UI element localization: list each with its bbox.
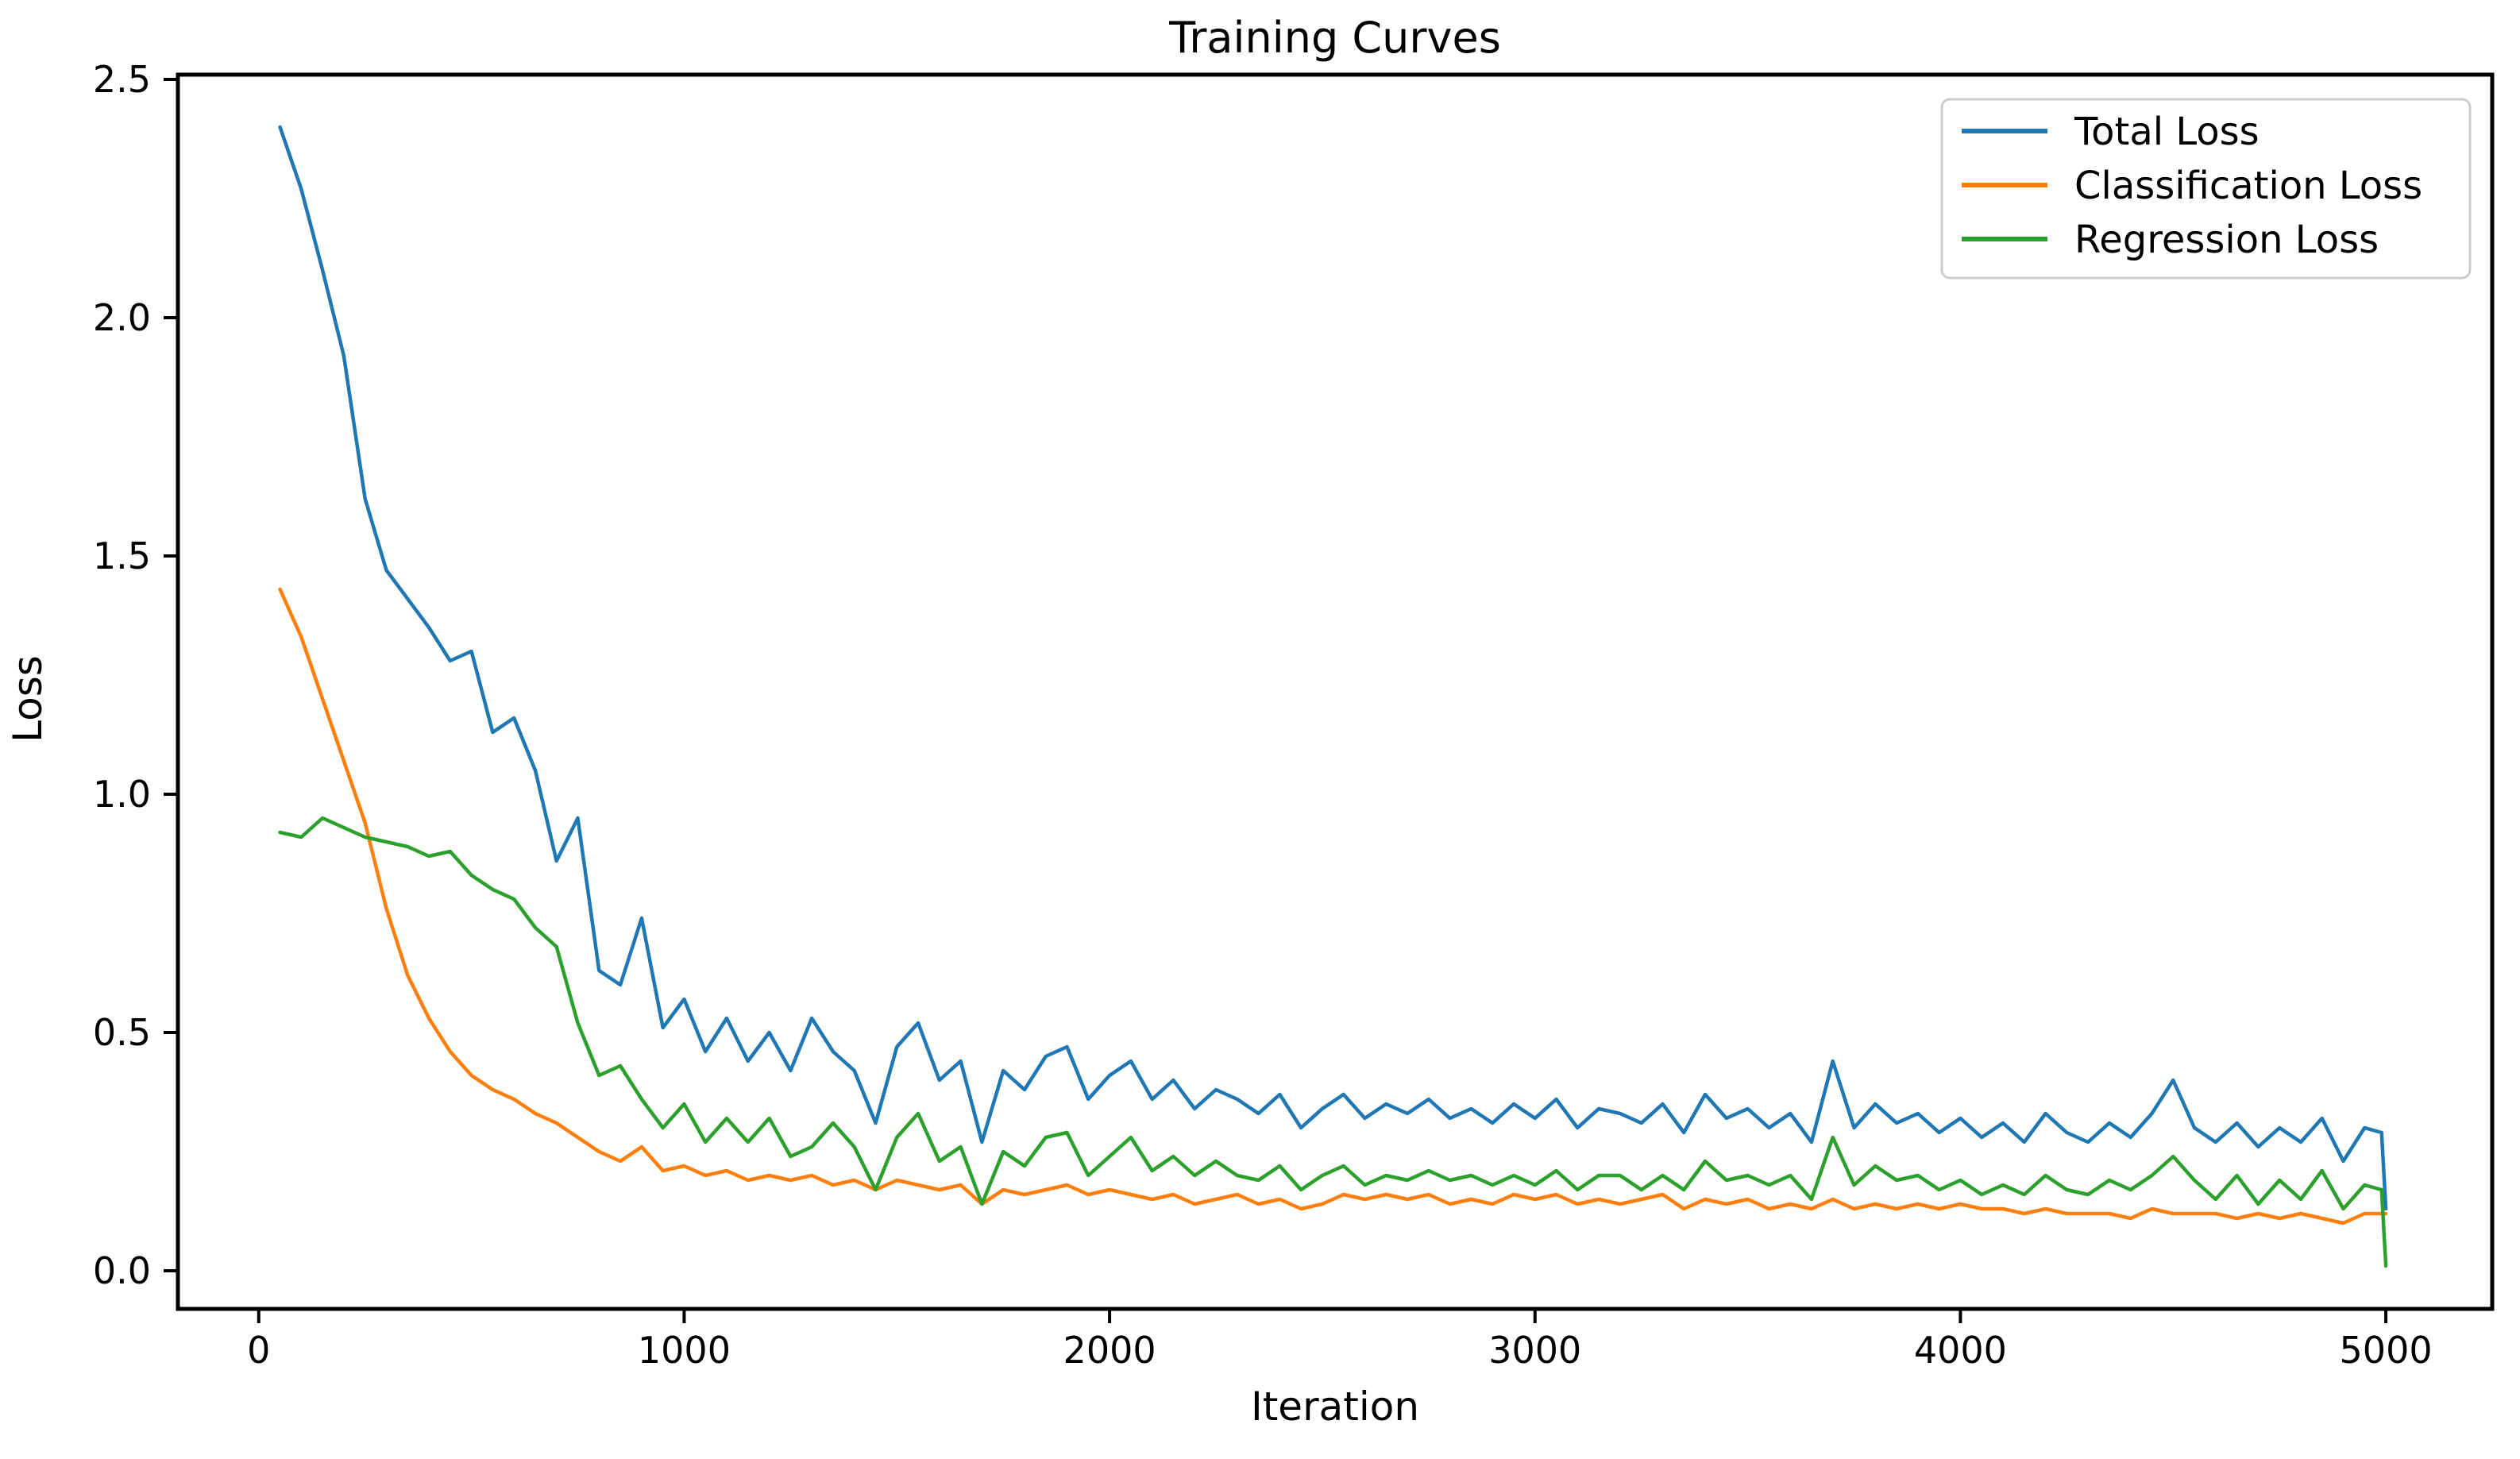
x-tick-label: 4000 [1914, 1329, 2007, 1372]
x-axis-label: Iteration [1251, 1384, 1419, 1430]
x-tick-label: 5000 [2340, 1329, 2433, 1372]
legend-entry-total-loss: Total Loss [1962, 110, 2260, 154]
y-axis-ticks: 0.0 0.5 1.0 1.5 2.0 2.5 [93, 58, 178, 1292]
legend-label-total-loss: Total Loss [2074, 110, 2260, 154]
legend-entry-regression-loss: Regression Loss [1962, 218, 2379, 262]
y-tick-label: 2.0 [93, 296, 151, 339]
y-axis-label: Loss [5, 655, 51, 743]
y-tick-label: 1.0 [93, 773, 151, 816]
x-tick-label: 1000 [638, 1329, 731, 1372]
legend-label-classification-loss: Classification Loss [2074, 164, 2422, 208]
y-tick-label: 1.5 [93, 535, 151, 577]
x-tick-label: 0 [247, 1329, 270, 1372]
x-tick-label: 2000 [1063, 1329, 1156, 1372]
y-tick-label: 2.5 [93, 58, 151, 101]
y-tick-label: 0.5 [93, 1011, 151, 1054]
legend-entry-classification-loss: Classification Loss [1962, 164, 2422, 208]
classification-loss-line [278, 587, 2388, 1225]
chart-title: Training Curves [1168, 13, 1501, 63]
x-tick-label: 3000 [1488, 1329, 1581, 1372]
total-loss-line [278, 125, 2388, 1211]
legend: Total Loss Classification Loss Regressio… [1940, 98, 2472, 280]
legend-box [1940, 98, 2472, 280]
series-lines [278, 125, 2388, 1268]
legend-label-regression-loss: Regression Loss [2074, 218, 2379, 262]
x-axis-ticks: 0 1000 2000 3000 4000 5000 [247, 1309, 2433, 1372]
axes-frame [176, 72, 2495, 1311]
y-tick-label: 0.0 [93, 1249, 151, 1292]
regression-loss-line [278, 816, 2388, 1268]
